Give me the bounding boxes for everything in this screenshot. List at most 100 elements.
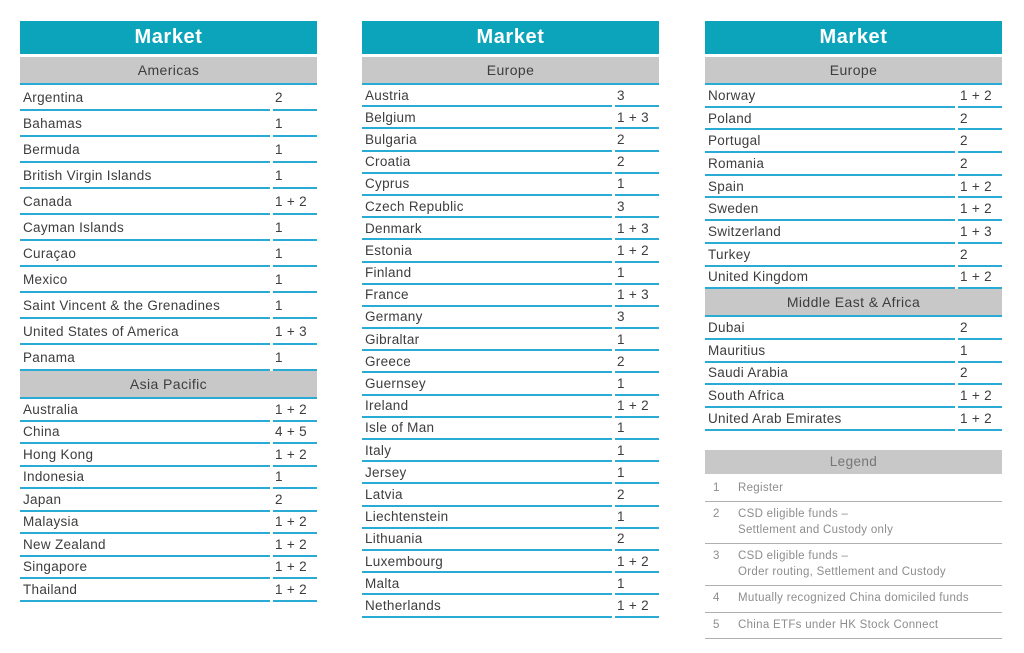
table-row: Spain 1 + 2 [705, 176, 1002, 199]
market-name: Sweden [705, 198, 955, 222]
table-row: Dubai 2 [705, 317, 1002, 340]
market-services: 2 [958, 130, 1002, 154]
market-name: British Virgin Islands [20, 163, 270, 189]
table-row: Croatia 2 [362, 152, 659, 174]
section-header: Middle East & Africa [705, 289, 1002, 318]
market-name: Czech Republic [362, 196, 612, 219]
section-header: Europe [362, 57, 659, 85]
market-services: 1 [615, 462, 659, 485]
market-services: 1 + 2 [615, 240, 659, 263]
market-name: Guernsey [362, 373, 612, 396]
market-name: France [362, 285, 612, 307]
table-row: Czech Republic 3 [362, 196, 659, 219]
table-row: Malta 1 [362, 573, 659, 596]
market-services: 1 + 2 [273, 534, 317, 557]
table-row: China 4 + 5 [20, 422, 317, 444]
market-services: 1 [958, 340, 1002, 363]
market-services: 1 + 2 [615, 551, 659, 574]
table-row: Australia 1 + 2 [20, 399, 317, 422]
market-services: 1 [273, 137, 317, 163]
market-name: Turkey [705, 244, 955, 267]
table-row: Liechtenstein 1 [362, 507, 659, 529]
table-row: Germany 3 [362, 307, 659, 330]
legend-item: 3 CSD eligible funds – Order routing, Set… [705, 544, 1002, 587]
market-name: Saudi Arabia [705, 363, 955, 386]
table-row: Turkey 2 [705, 244, 1002, 267]
table-row: Finland 1 [362, 263, 659, 285]
market-services: 2 [958, 153, 1002, 176]
market-name: Canada [20, 189, 270, 215]
market-name: Latvia [362, 484, 612, 507]
market-services: 1 + 2 [615, 595, 659, 618]
market-name: Ireland [362, 396, 612, 418]
market-name: Netherlands [362, 595, 612, 618]
table-row: Norway 1 + 2 [705, 85, 1002, 108]
market-services: 1 [273, 293, 317, 319]
market-name: Gibraltar [362, 329, 612, 352]
table-title: Market [362, 21, 659, 54]
market-services: 2 [958, 244, 1002, 267]
table-row: Cayman Islands 1 [20, 215, 317, 241]
table-section: Europe Norway 1 + 2 Poland 2 Portugal 2 Romania… [705, 57, 1002, 290]
table-row: South Africa 1 + 2 [705, 385, 1002, 408]
market-services: 1 [273, 241, 317, 267]
market-services: 1 [273, 111, 317, 137]
section-header: Asia Pacific [20, 371, 317, 399]
table-row: United States of America 1 + 3 [20, 319, 317, 345]
market-name: China [20, 422, 270, 444]
market-name: Norway [705, 85, 955, 108]
table-row: Cyprus 1 [362, 174, 659, 196]
table-section: Middle East & Africa Dubai 2 Mauritius 1 Saud… [705, 289, 1002, 431]
table-row: Bahamas 1 [20, 111, 317, 137]
market-name: Italy [362, 440, 612, 463]
legend-label: China ETFs under HK Stock Connect [738, 618, 939, 631]
table-row: Malaysia 1 + 2 [20, 512, 317, 534]
market-name: Malta [362, 573, 612, 596]
market-services: 1 + 2 [958, 176, 1002, 199]
market-services: 1 + 3 [273, 319, 317, 345]
market-services: 3 [615, 307, 659, 330]
market-name: Malaysia [20, 512, 270, 534]
market-name: Bahamas [20, 111, 270, 137]
market-services: 1 [615, 174, 659, 196]
table-row: Estonia 1 + 2 [362, 240, 659, 263]
market-name: Belgium [362, 107, 612, 130]
market-services: 2 [615, 529, 659, 551]
market-name: United Kingdom [705, 267, 955, 290]
market-services: 1 [615, 573, 659, 596]
market-services: 2 [615, 484, 659, 507]
table-row: Bulgaria 2 [362, 129, 659, 152]
market-name: Mexico [20, 267, 270, 293]
market-name: Isle of Man [362, 418, 612, 440]
table-row: Indonesia 1 [20, 467, 317, 489]
table-row: Greece 2 [362, 351, 659, 374]
market-name: Spain [705, 176, 955, 199]
market-services: 1 [615, 507, 659, 529]
table-row: Saudi Arabia 2 [705, 363, 1002, 386]
market-name: Bulgaria [362, 129, 612, 152]
market-services: 1 [273, 467, 317, 489]
market-name: Japan [20, 489, 270, 512]
table-row: Luxembourg 1 + 2 [362, 551, 659, 574]
table-row: United Arab Emirates 1 + 2 [705, 408, 1002, 431]
market-name: Switzerland [705, 221, 955, 244]
table-row: Denmark 1 + 3 [362, 218, 659, 241]
section-header: Americas [20, 57, 317, 85]
market-services: 1 + 2 [273, 579, 317, 602]
market-name: Curaçao [20, 241, 270, 267]
market-services: 2 [958, 363, 1002, 386]
market-name: Cayman Islands [20, 215, 270, 241]
market-name: Indonesia [20, 467, 270, 489]
table-row: New Zealand 1 + 2 [20, 534, 317, 557]
market-name: Finland [362, 263, 612, 285]
market-services: 2 [615, 152, 659, 174]
market-name: Mauritius [705, 340, 955, 363]
market-services: 3 [615, 196, 659, 219]
table-row: Hong Kong 1 + 2 [20, 444, 317, 467]
table-row: Singapore 1 + 2 [20, 557, 317, 579]
market-name: Argentina [20, 85, 270, 111]
table-title: Market [705, 21, 1002, 54]
market-services: 1 [615, 418, 659, 440]
table-row: Guernsey 1 [362, 373, 659, 396]
market-services: 1 [273, 345, 317, 371]
